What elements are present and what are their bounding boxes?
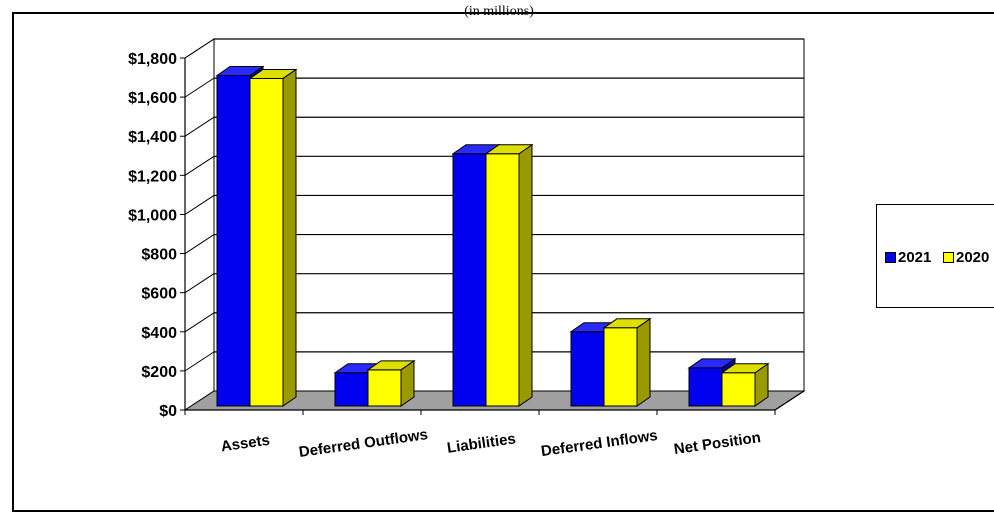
legend-label-2020: 2020 <box>956 249 990 266</box>
bar-2020-net-position <box>720 362 770 407</box>
chart-header-text: (in millions) <box>464 4 534 19</box>
bar-side <box>636 317 651 407</box>
bar-top <box>687 358 737 369</box>
bar-2020-deferred-outflows <box>366 359 416 407</box>
bar-front <box>688 367 723 407</box>
gridline-side <box>184 195 215 215</box>
y-tick-label: $1,800 <box>128 51 177 68</box>
x-category-label: Assets <box>220 432 271 456</box>
x-category-label: Net Position <box>673 429 762 458</box>
x-axis-depth <box>774 390 805 411</box>
x-category-label: Deferred Outflows <box>298 426 429 461</box>
bar-front <box>216 75 251 407</box>
bar-2021-net-position <box>687 357 737 407</box>
bar-front <box>367 369 402 407</box>
bar-2020-liabilities <box>484 143 534 407</box>
gridline-side <box>184 234 215 254</box>
y-tick-label: $1,400 <box>128 129 177 146</box>
bar-top <box>215 66 265 77</box>
gridline-side <box>184 273 215 294</box>
bar-top <box>602 318 652 329</box>
bar-top <box>366 360 416 371</box>
gridline-side <box>184 312 215 333</box>
bar-top <box>248 68 298 79</box>
bar-front <box>603 327 638 407</box>
legend-swatch-2021 <box>885 252 896 263</box>
gridline-side <box>184 77 215 98</box>
legend-item-2020: 2020 <box>943 249 989 266</box>
x-category-label: Liabilities <box>446 430 517 456</box>
bar-2020-deferred-inflows <box>602 317 652 407</box>
y-tick-label: $400 <box>141 325 177 342</box>
gridline-side <box>184 116 215 137</box>
bar-2020-assets <box>248 68 298 407</box>
y-tick-label: $1,200 <box>128 168 177 185</box>
x-category-label: Deferred Inflows <box>540 427 659 460</box>
legend-swatch-2020 <box>943 252 954 263</box>
bar-front <box>721 372 756 407</box>
chart-legend: 2021 2020 <box>876 204 994 308</box>
bar-side <box>518 143 533 407</box>
legend-label-2021: 2021 <box>898 249 932 266</box>
bar-front <box>334 372 369 407</box>
y-tick-label: $1,600 <box>128 90 177 107</box>
y-tick-label: $0 <box>159 403 177 420</box>
bar-top <box>484 144 534 155</box>
bar-side <box>282 68 297 407</box>
y-tick-label: $200 <box>141 364 177 381</box>
y-tick-label: $1,000 <box>128 207 177 224</box>
y-tick-label: $600 <box>141 286 177 303</box>
bar-front <box>570 331 605 407</box>
bar-top <box>720 363 770 374</box>
gridline-side <box>184 38 215 59</box>
legend-item-2021: 2021 <box>885 249 931 266</box>
bar-chart: $0 $200 $400 $600 $800 $1,000 $1,200 $1,400 $1,6… <box>128 38 806 461</box>
gridline-side <box>184 155 215 176</box>
bar-front <box>485 153 520 407</box>
bar-front <box>249 77 284 407</box>
gridline-side <box>184 351 215 372</box>
y-tick-label: $800 <box>141 247 177 264</box>
bar-front <box>452 153 487 407</box>
